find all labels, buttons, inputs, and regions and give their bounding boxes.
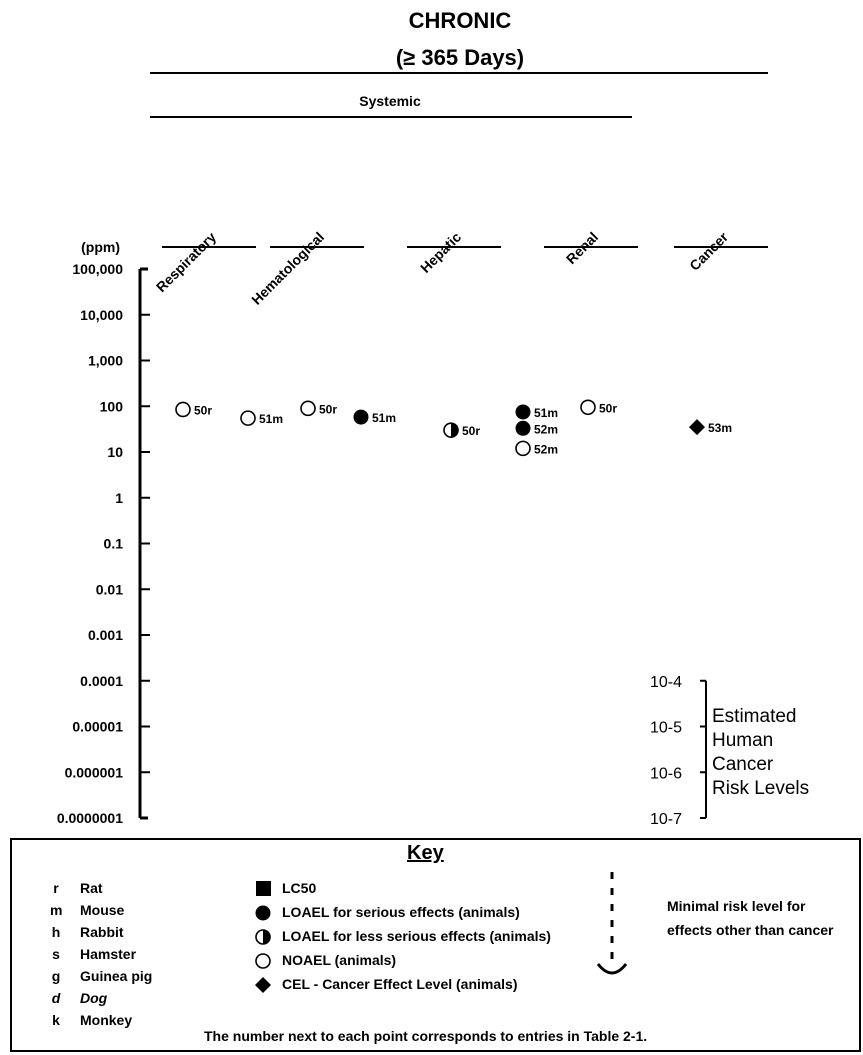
loael-less-point-fill (451, 423, 458, 438)
y-tick-label: 10,000 (80, 307, 123, 323)
diamond-icon (255, 977, 271, 993)
group-label: Systemic (359, 93, 421, 109)
legend-label: LOAEL for serious effects (animals) (282, 904, 520, 920)
y-tick-label: 1 (115, 490, 123, 506)
half-filled-circle-icon (255, 929, 271, 945)
key-footnote: The number next to each point correspond… (204, 1028, 648, 1044)
loael-serious-point (353, 409, 369, 425)
point-label: 50r (319, 402, 337, 416)
legend-label: LOAEL for less serious effects (animals) (282, 928, 551, 944)
species-name: Mouse (80, 902, 125, 918)
legend-label: CEL - Cancer Effect Level (animals) (282, 976, 518, 992)
species-code: k (52, 1012, 60, 1028)
risk-label-line-3: Cancer (712, 754, 774, 775)
category-label: Cancer (686, 228, 731, 273)
species-code: m (50, 902, 63, 918)
chart-subtitle: (≥ 365 Days) (395, 45, 525, 70)
category-label: Hepatic (417, 229, 464, 276)
y-tick-label: 0.1 (104, 536, 124, 552)
open-circle-icon (255, 953, 271, 969)
key-title: Key (407, 842, 444, 864)
y-tick-label: 0.01 (96, 581, 123, 597)
species-name: Rat (80, 880, 103, 896)
risk-tick-label: 10-4 (650, 674, 682, 691)
y-tick-label: 100 (100, 398, 124, 414)
risk-label-line-2: Human (712, 730, 774, 751)
point-label: 53m (708, 421, 732, 435)
y-tick-label: 0.001 (88, 627, 123, 643)
risk-tick-label: 10-7 (650, 811, 682, 828)
point-label: 51m (534, 406, 558, 420)
y-tick-label: 1,000 (88, 353, 123, 369)
risk-label-line-1: Estimated (712, 706, 797, 727)
risk-label-line-4: Risk Levels (712, 778, 810, 799)
point-label: 51m (259, 412, 283, 426)
noael-point (175, 401, 191, 418)
lc50-square-icon (256, 881, 271, 896)
noael-point (300, 400, 316, 417)
point-label: 51m (372, 411, 396, 425)
risk-tick-label: 10-5 (650, 720, 682, 737)
risk-tick-label: 10-6 (650, 765, 682, 782)
mrl-label-line-1: Minimal risk level for (667, 898, 806, 914)
noael-point (580, 399, 596, 416)
chart-svg: Systemic (ppm) 100,000 10,000 1,000 100 10 1 0.1… (57, 72, 768, 828)
filled-circle-icon (255, 905, 271, 921)
y-tick-label: 100,000 (72, 261, 123, 277)
mrl-symbol-icon (596, 872, 628, 975)
point-label: 50r (462, 424, 480, 438)
key-box: Key r Rat m Mouse h Rabbit s Hamster g G… (10, 838, 861, 1052)
species-name: Dog (80, 990, 108, 1006)
y-unit-label: (ppm) (81, 239, 120, 255)
loael-serious-point (515, 420, 531, 436)
species-name: Monkey (80, 1012, 133, 1028)
cel-point (689, 419, 705, 436)
loael-serious-point (515, 404, 531, 420)
species-name: Rabbit (80, 924, 124, 940)
species-name: Hamster (80, 946, 137, 962)
point-label: 50r (194, 403, 212, 417)
noael-point (240, 410, 256, 426)
y-tick-label: 0.0000001 (57, 810, 123, 826)
legend-label: LC50 (282, 880, 317, 896)
species-code: h (51, 924, 61, 940)
chart-title: CHRONIC (408, 8, 512, 33)
y-tick-label: 10 (107, 444, 123, 460)
point-label: 52m (534, 422, 558, 436)
point-label: 52m (534, 442, 558, 456)
y-tick-label: 0.000001 (65, 764, 124, 780)
species-code: g (51, 968, 61, 984)
point-label: 50r (599, 401, 617, 415)
y-tick-label: 0.00001 (72, 719, 123, 735)
legend-label: NOAEL (animals) (282, 952, 397, 968)
species-code: r (53, 880, 59, 896)
category-label: Hematological (248, 229, 327, 308)
y-tick-label: 0.0001 (80, 673, 123, 689)
noael-point (515, 440, 531, 457)
mrl-label-line-2: effects other than cancer (667, 922, 834, 938)
species-code: s (52, 946, 60, 962)
species-name: Guinea pig (80, 968, 153, 984)
category-label: Respiratory (153, 229, 219, 295)
species-code: d (51, 990, 61, 1006)
